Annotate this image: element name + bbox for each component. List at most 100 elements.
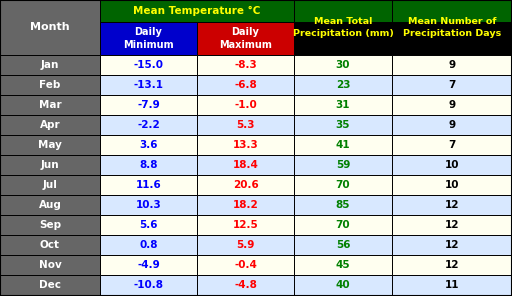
Text: -2.2: -2.2 — [137, 120, 160, 130]
Text: Apr: Apr — [40, 120, 60, 130]
Bar — [100, 135, 197, 155]
Bar — [294, 75, 392, 95]
Bar — [100, 215, 197, 235]
Text: -15.0: -15.0 — [134, 60, 163, 70]
Text: 18.2: 18.2 — [232, 200, 259, 210]
Bar — [0, 95, 100, 115]
Text: 70: 70 — [336, 220, 350, 230]
Bar — [0, 75, 100, 95]
Bar — [0, 175, 100, 195]
Text: Jan: Jan — [41, 60, 59, 70]
Text: Dec: Dec — [39, 280, 61, 290]
Bar — [294, 95, 392, 115]
Text: 9: 9 — [449, 120, 456, 130]
Bar — [0, 135, 100, 155]
Text: Daily
Minimum: Daily Minimum — [123, 27, 174, 50]
Bar — [197, 235, 294, 255]
Text: 12: 12 — [445, 200, 459, 210]
Text: Mar: Mar — [39, 100, 61, 110]
Bar — [197, 55, 294, 75]
Bar — [100, 0, 294, 22]
Bar — [294, 0, 392, 22]
Text: -4.9: -4.9 — [137, 260, 160, 270]
Bar — [392, 255, 512, 275]
Text: 20.6: 20.6 — [232, 180, 259, 190]
Text: 7: 7 — [449, 140, 456, 150]
Bar — [197, 135, 294, 155]
Text: 41: 41 — [336, 140, 350, 150]
Bar — [294, 175, 392, 195]
Bar — [392, 135, 512, 155]
Text: Jul: Jul — [42, 180, 57, 190]
Bar — [197, 255, 294, 275]
Text: 11.6: 11.6 — [136, 180, 161, 190]
Bar — [392, 95, 512, 115]
Bar — [197, 115, 294, 135]
Text: 3.6: 3.6 — [139, 140, 158, 150]
Bar — [294, 135, 392, 155]
Bar — [392, 195, 512, 215]
Text: 5.6: 5.6 — [139, 220, 158, 230]
Bar — [0, 275, 100, 295]
Bar — [197, 155, 294, 175]
Bar — [197, 275, 294, 295]
Text: 9: 9 — [449, 60, 456, 70]
Text: 70: 70 — [336, 180, 350, 190]
Bar — [100, 275, 197, 295]
Text: -10.8: -10.8 — [134, 280, 163, 290]
Text: 40: 40 — [336, 280, 350, 290]
Bar — [100, 115, 197, 135]
Bar — [392, 155, 512, 175]
Text: 10: 10 — [445, 180, 459, 190]
Bar — [392, 175, 512, 195]
Bar — [0, 55, 100, 75]
Bar — [197, 22, 294, 55]
Text: -4.8: -4.8 — [234, 280, 257, 290]
Bar — [100, 175, 197, 195]
Bar — [392, 0, 512, 22]
Bar — [0, 235, 100, 255]
Text: 18.4: 18.4 — [232, 160, 259, 170]
Bar — [0, 255, 100, 275]
Text: 56: 56 — [336, 240, 350, 250]
Text: Jun: Jun — [40, 160, 59, 170]
Bar — [392, 75, 512, 95]
Text: 59: 59 — [336, 160, 350, 170]
Text: 30: 30 — [336, 60, 350, 70]
Text: 12: 12 — [445, 240, 459, 250]
Bar — [392, 115, 512, 135]
Text: Month: Month — [30, 22, 70, 33]
Bar — [100, 195, 197, 215]
Bar — [392, 235, 512, 255]
Bar — [100, 75, 197, 95]
Bar — [294, 255, 392, 275]
Bar — [197, 195, 294, 215]
Bar — [197, 215, 294, 235]
Text: Oct: Oct — [40, 240, 60, 250]
Text: -13.1: -13.1 — [134, 80, 163, 90]
Text: 12.5: 12.5 — [232, 220, 259, 230]
Text: Daily
Maximum: Daily Maximum — [219, 27, 272, 50]
Text: 10: 10 — [445, 160, 459, 170]
Text: Mean Number of
Precipitation Days: Mean Number of Precipitation Days — [403, 17, 501, 38]
Bar — [294, 195, 392, 215]
Bar — [0, 115, 100, 135]
Bar — [294, 235, 392, 255]
Text: -7.9: -7.9 — [137, 100, 160, 110]
Text: -0.4: -0.4 — [234, 260, 257, 270]
Text: 35: 35 — [336, 120, 350, 130]
Bar — [294, 55, 392, 75]
Bar — [100, 255, 197, 275]
Bar — [0, 215, 100, 235]
Bar — [100, 235, 197, 255]
Text: 23: 23 — [336, 80, 350, 90]
Text: 85: 85 — [336, 200, 350, 210]
Text: 7: 7 — [449, 80, 456, 90]
Text: 10.3: 10.3 — [136, 200, 161, 210]
Bar — [0, 195, 100, 215]
Bar — [100, 55, 197, 75]
Text: Mean Total
Precipitation (mm): Mean Total Precipitation (mm) — [292, 17, 393, 38]
Bar — [294, 155, 392, 175]
Text: Aug: Aug — [38, 200, 61, 210]
Text: 5.9: 5.9 — [237, 240, 254, 250]
